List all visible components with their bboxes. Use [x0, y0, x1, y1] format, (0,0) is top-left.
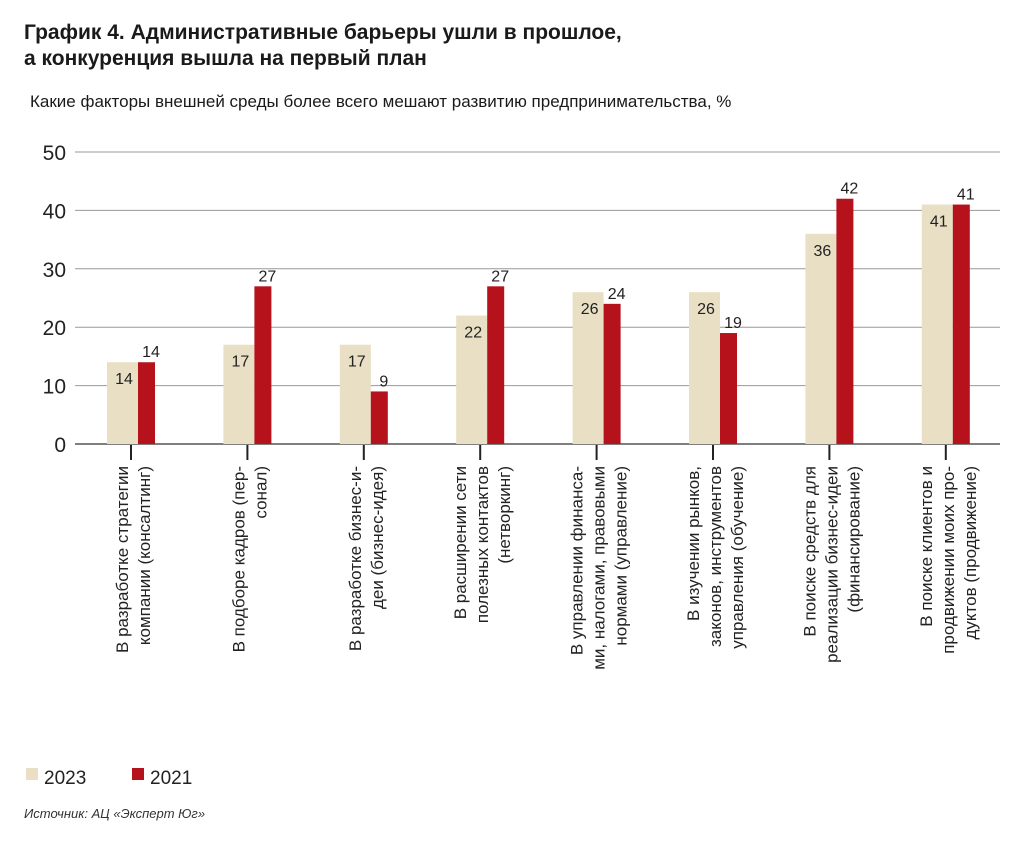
x-category-label: В поиске клиентов и: [917, 466, 936, 627]
x-category-label: ми, налогами, правовыми: [590, 466, 609, 670]
data-label-2023: 22: [464, 325, 482, 342]
x-category-label: В поиске средств для: [800, 466, 819, 637]
bar-2023: [107, 362, 138, 444]
x-category-label: законов, инструментов: [706, 466, 725, 647]
x-category-label: В расширении сети: [451, 466, 470, 619]
bar-2023: [805, 233, 837, 444]
x-category-label: В изучении рынков,: [684, 466, 703, 621]
legend-swatch-2021: [132, 768, 144, 780]
data-label-2021: 42: [841, 181, 859, 198]
x-category-label: нормами (управление): [612, 466, 631, 646]
x-category-label: сонал): [251, 466, 270, 519]
x-category-label: реализации бизнес-идеи: [822, 466, 841, 663]
bar-2023: [572, 292, 604, 444]
data-label-2023: 36: [814, 243, 832, 260]
bar-2023: [456, 315, 488, 444]
y-tick-label: 50: [43, 142, 66, 165]
x-category-label: продвижении моих про-: [939, 466, 958, 654]
data-label-2021: 27: [259, 268, 277, 285]
data-label-2023: 41: [930, 214, 948, 231]
bar-2021: [254, 286, 272, 444]
y-tick-label: 30: [43, 259, 66, 282]
bar-2021: [138, 362, 155, 444]
bar-2023: [921, 204, 953, 444]
bar-2021: [370, 391, 388, 444]
legend-label-2021: 2021: [150, 768, 192, 789]
x-category-label: В разработке стратегии: [113, 466, 132, 653]
y-tick-label: 10: [43, 376, 66, 399]
data-label-2023: 26: [581, 301, 599, 318]
chart-title: График 4. Административные барьеры ушли …: [24, 20, 622, 72]
bar-2021: [603, 303, 621, 444]
x-category-label: В разработке бизнес-и-: [346, 466, 365, 651]
chart-subtitle: Какие факторы внешней среды более всего …: [30, 92, 732, 111]
x-category-label: (нетворкинг): [495, 466, 514, 564]
x-category-label: В управлении финанса-: [568, 466, 587, 655]
x-category-label: управления (обучение): [728, 466, 747, 649]
data-label-2021: 24: [608, 286, 626, 303]
legend-swatch-2023: [26, 768, 38, 780]
y-tick-label: 0: [54, 434, 66, 457]
data-label-2021: 9: [379, 373, 388, 390]
x-category-label: полезных контактов: [473, 466, 492, 623]
data-label-2023: 17: [232, 354, 250, 371]
title-line: График 4. Административные барьеры ушли …: [24, 21, 622, 44]
bar-2023: [339, 344, 371, 444]
data-label-2023: 14: [115, 371, 133, 388]
bar-2023: [223, 344, 255, 444]
data-label-2021: 41: [957, 187, 975, 204]
data-label-2021: 19: [724, 315, 742, 332]
data-label-2021: 27: [491, 268, 509, 285]
bar-2021: [836, 198, 854, 444]
x-category-label: (финансирование): [844, 466, 863, 613]
bar-2023: [689, 292, 720, 444]
y-tick-label: 20: [43, 317, 66, 340]
legend-label-2023: 2023: [44, 768, 86, 789]
x-category-label: В подборе кадров (пер-: [229, 466, 248, 652]
data-label-2021: 14: [142, 344, 160, 361]
bar-2021: [720, 333, 737, 444]
x-category-label: компании (консалтинг): [135, 466, 154, 645]
bar-2021: [487, 286, 505, 444]
y-tick-label: 40: [43, 200, 66, 223]
x-category-label: деи (бизнес-идея): [368, 466, 387, 609]
source-note: Источник: АЦ «Эксперт Юг»: [24, 806, 206, 821]
data-label-2023: 17: [348, 354, 366, 371]
data-label-2023: 26: [697, 301, 715, 318]
bar-2021: [952, 204, 970, 444]
x-category-label: дуктов (продвижение): [961, 466, 980, 640]
title-line: а конкуренция вышла на первый план: [24, 47, 427, 70]
